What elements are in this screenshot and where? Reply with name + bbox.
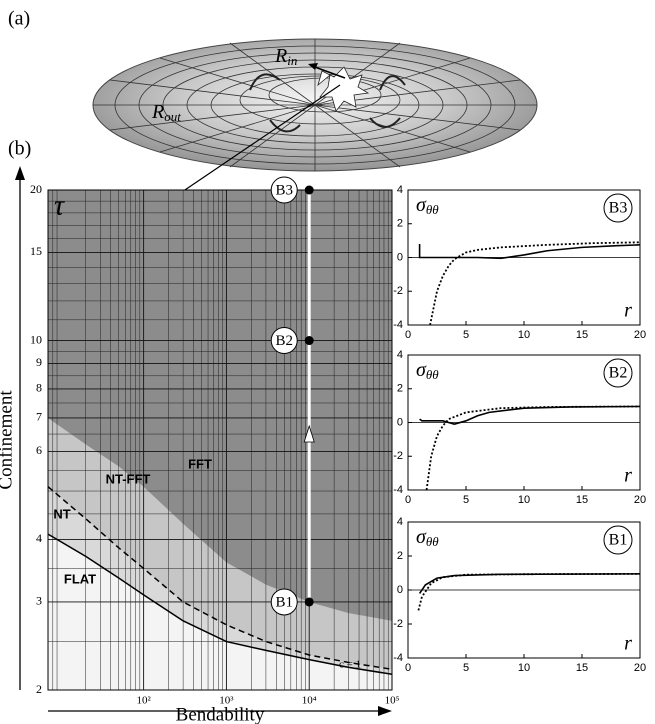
x-tick-label: 5 — [463, 329, 469, 341]
state-point — [305, 336, 314, 345]
x-axis-label: r — [624, 465, 632, 487]
y-tick-label: 4 — [397, 184, 403, 196]
state-label: B1 — [275, 594, 293, 610]
x-tick-label: 0 — [405, 494, 411, 506]
y-tick-label: 6 — [36, 443, 42, 457]
x-axis-label: r — [624, 300, 632, 322]
panel-title: B2 — [609, 365, 628, 382]
y-tick-label: 7 — [36, 410, 42, 424]
y-tick-label: 20 — [30, 182, 42, 196]
y-tick-label: 9 — [36, 355, 42, 369]
x-tick-label: 10 — [518, 662, 530, 674]
plot-area — [48, 190, 392, 690]
region-label: c = 1 — [339, 659, 361, 671]
y-tick-label: 0 — [397, 584, 403, 596]
y-tick-label: 4 — [397, 349, 403, 361]
y-tick-label: 0 — [397, 416, 403, 428]
x-tick-label: 15 — [576, 662, 588, 674]
y-tick-label: -4 — [393, 484, 403, 496]
y-symbol-sub: θθ — [426, 367, 439, 382]
y-tick-label: -2 — [393, 618, 403, 630]
y-symbol: τ — [54, 190, 65, 221]
figure: (a) (b) Rin Rout 10²10³10⁴10⁵23467891015… — [0, 0, 655, 724]
y-tick-label: 3 — [36, 594, 42, 608]
state-point — [305, 597, 314, 606]
region-label: FLAT — [64, 571, 96, 586]
y-symbol-sub: θθ — [426, 202, 439, 217]
region-label: FFT — [188, 456, 212, 471]
x-tick-label: 0 — [405, 662, 411, 674]
x-tick-label: 10⁴ — [302, 695, 317, 707]
x-tick-label: 20 — [634, 662, 646, 674]
y-tick-label: -4 — [393, 319, 403, 331]
y-tick-label: 2 — [397, 383, 403, 395]
y-tick-label: 2 — [397, 218, 403, 230]
y-tick-label: -2 — [393, 450, 403, 462]
disk-illustration: Rin Rout — [93, 39, 537, 199]
x-tick-label: 5 — [463, 494, 469, 506]
state-label: B2 — [275, 333, 293, 349]
y-tick-label: 2 — [36, 682, 42, 696]
y-tick-label: 15 — [30, 244, 42, 258]
panel-label: (a) — [8, 8, 30, 30]
panel-title: B1 — [609, 532, 628, 549]
x-axis-label: Bendability — [176, 704, 265, 724]
region-label: NT-FFT — [106, 471, 151, 486]
y-tick-label: -2 — [393, 285, 403, 297]
y-symbol-sub: θθ — [426, 534, 439, 549]
y-tick-label: 2 — [397, 550, 403, 562]
y-tick-label: 0 — [397, 251, 403, 263]
panel-label: (b) — [8, 138, 31, 160]
x-tick-label: 20 — [634, 329, 646, 341]
y-tick-label: 8 — [36, 381, 42, 395]
x-tick-label: 15 — [576, 494, 588, 506]
y-tick-label: -4 — [393, 652, 403, 664]
y-tick-label: 4 — [397, 516, 403, 528]
y-tick-label: 10 — [30, 332, 42, 346]
x-tick-label: 10 — [518, 329, 530, 341]
y-tick-label: 4 — [36, 531, 42, 545]
y-axis-label: Confinement — [0, 390, 16, 490]
x-tick-label: 5 — [463, 662, 469, 674]
region-label: NT — [53, 506, 70, 521]
x-axis-label: r — [624, 633, 632, 655]
state-point — [305, 186, 314, 195]
state-label: B3 — [275, 182, 293, 198]
panel-title: B3 — [609, 200, 628, 217]
x-tick-label: 10 — [518, 494, 530, 506]
x-tick-label: 10² — [136, 695, 151, 707]
x-tick-label: 10⁵ — [385, 695, 400, 707]
x-tick-label: 15 — [576, 329, 588, 341]
x-tick-label: 20 — [634, 494, 646, 506]
x-tick-label: 0 — [405, 329, 411, 341]
